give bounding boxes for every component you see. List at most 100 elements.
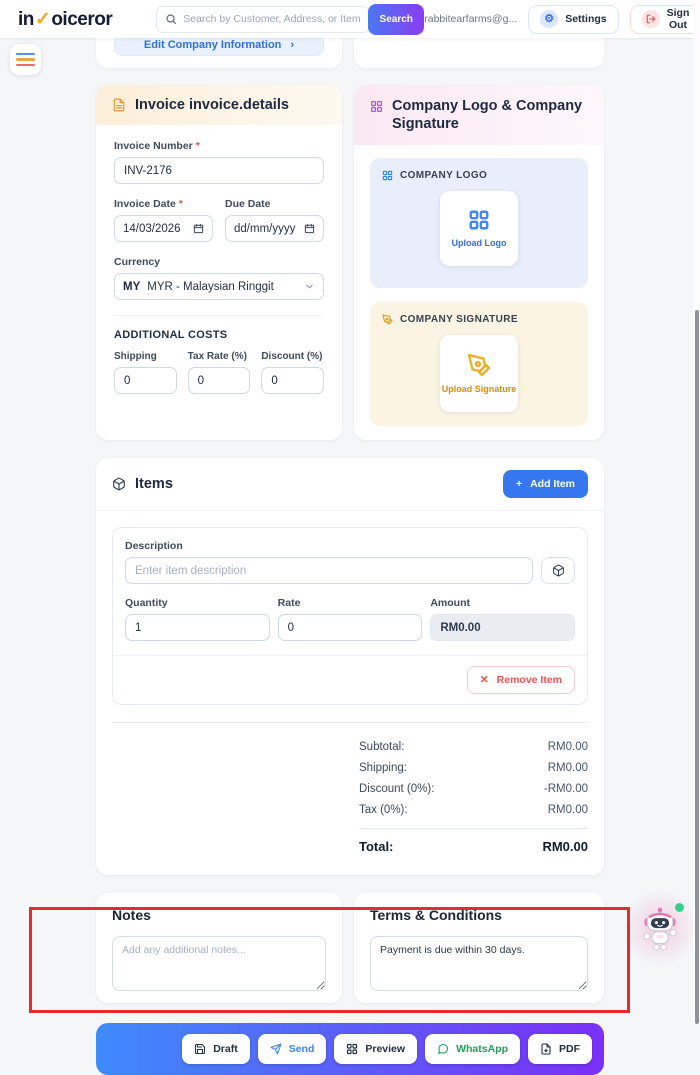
remove-item-label: Remove Item: [496, 674, 562, 687]
invoice-details-header: Invoice invoice.details: [96, 85, 342, 125]
shipping-input[interactable]: [114, 367, 177, 394]
grid-icon: [382, 170, 393, 181]
description-input[interactable]: [125, 557, 533, 585]
upload-logo-dropzone[interactable]: Upload Logo: [440, 191, 518, 267]
date-row: Invoice Date * 14/03/2026 Due Date dd/mm…: [114, 198, 324, 242]
invoice-details-title: Invoice invoice.details: [135, 97, 289, 113]
grand-total-row: Total: RM0.00: [359, 828, 588, 859]
due-date-input[interactable]: dd/mm/yyyy: [225, 215, 324, 242]
tax-rate-label: Tax Rate (%): [187, 351, 247, 362]
notes-textarea[interactable]: [112, 935, 326, 991]
main-content: Edit Company Information › Invoice invoi…: [96, 34, 604, 1075]
remove-item-button[interactable]: ✕ Remove Item: [466, 666, 575, 695]
scrollbar-track[interactable]: [693, 0, 700, 1024]
pen-nib-icon: [467, 353, 491, 377]
branding-body: COMPANY LOGO Upload Logo COMPANY: [354, 145, 604, 440]
upload-signature-dropzone[interactable]: Upload Signature: [440, 335, 518, 413]
discount-field: Discount (%): [261, 351, 324, 394]
subtotal-label: Subtotal:: [359, 740, 405, 753]
quantity-label: Quantity: [125, 597, 168, 610]
whatsapp-icon: [438, 1043, 449, 1054]
invoice-date-field: Invoice Date * 14/03/2026: [114, 198, 213, 242]
customer-card-partial: [354, 38, 604, 68]
invoice-number-label: Invoice Number *: [114, 140, 200, 152]
logo-text-prefix: in: [18, 8, 34, 30]
settings-label: Settings: [565, 13, 607, 25]
invoice-details-card: Invoice invoice.details Invoice Number *…: [96, 85, 342, 441]
signout-button[interactable]: Sign Out: [629, 4, 700, 34]
details-row: Invoice invoice.details Invoice Number *…: [96, 85, 604, 441]
description-row: [125, 557, 575, 585]
currency-select[interactable]: MY MYR - Malaysian Ringgit: [114, 273, 324, 300]
grand-total-value: RM0.00: [542, 839, 588, 855]
discount-total-value: -RM0.00: [543, 782, 588, 795]
rate-input[interactable]: [277, 614, 423, 642]
tax-rate-input[interactable]: [187, 367, 251, 394]
search-bar: Search: [156, 3, 425, 35]
chevron-right-icon: ›: [290, 39, 295, 51]
company-info-card-partial: Edit Company Information ›: [96, 34, 342, 68]
item-catalog-button[interactable]: [541, 557, 575, 585]
send-button[interactable]: Send: [257, 1033, 327, 1064]
terms-textarea[interactable]: Payment is due within 30 days.: [370, 935, 588, 991]
shipping-row: Shipping: RM0.00: [359, 757, 588, 778]
quantity-rate-amount-row: Quantity Rate Amount: [125, 597, 575, 642]
search-button[interactable]: Search: [368, 3, 425, 35]
notes-terms-row: Notes Terms & Conditions Payment is due …: [96, 892, 604, 1003]
hamburger-line: [16, 58, 35, 61]
save-icon: [195, 1043, 206, 1054]
settings-button[interactable]: ⚙ Settings: [528, 4, 619, 34]
item-row: Description Quantity Rate: [112, 527, 588, 706]
menu-hamburger-button[interactable]: [10, 44, 41, 75]
notes-card: Notes: [96, 892, 342, 1003]
invoice-number-input[interactable]: [114, 157, 324, 184]
calendar-icon[interactable]: [304, 223, 315, 234]
totals-divider: [112, 722, 588, 724]
discount-label: Discount (%): [261, 351, 323, 362]
items-title: Items: [135, 476, 173, 493]
section-divider: [114, 315, 324, 316]
remove-row: ✕ Remove Item: [125, 656, 575, 695]
company-signature-label-row: COMPANY SIGNATURE: [382, 314, 576, 325]
items-body: Description Quantity Rate: [96, 511, 604, 875]
whatsapp-button[interactable]: WhatsApp: [425, 1033, 520, 1064]
amount-readonly: [430, 614, 575, 642]
items-header: Items + Add Item: [96, 458, 604, 512]
grid-icon: [370, 100, 383, 113]
send-label: Send: [288, 1042, 315, 1055]
whatsapp-label: WhatsApp: [456, 1042, 508, 1055]
calendar-icon[interactable]: [193, 223, 204, 234]
preview-button[interactable]: Preview: [334, 1033, 418, 1064]
currency-name: MYR - Malaysian Ringgit: [147, 280, 274, 293]
tax-total-value: RM0.00: [547, 803, 588, 816]
cube-icon: [552, 564, 564, 577]
grand-total-label: Total:: [359, 839, 394, 855]
draft-button[interactable]: Draft: [182, 1033, 250, 1064]
search-input-wrap[interactable]: [156, 5, 371, 33]
tax-row: Tax (0%): RM0.00: [359, 799, 588, 820]
company-logo-panel: COMPANY LOGO Upload Logo: [370, 158, 588, 289]
scrollbar-thumb[interactable]: [695, 310, 699, 1024]
preview-label: Preview: [365, 1042, 406, 1055]
required-asterisk: *: [178, 198, 183, 210]
signout-icon: [641, 10, 660, 28]
signout-label: Sign Out: [666, 7, 690, 31]
invoice-date-input[interactable]: 14/03/2026: [114, 215, 213, 242]
currency-field: Currency MY MYR - Malaysian Ringgit: [114, 256, 324, 300]
chatbot-mascot-launcher[interactable]: [624, 888, 696, 968]
quantity-input[interactable]: [125, 614, 270, 642]
amount-label: Amount: [430, 597, 470, 610]
quantity-field: Quantity: [125, 597, 270, 642]
search-input[interactable]: [183, 13, 362, 25]
upload-logo-label: Upload Logo: [451, 238, 507, 249]
discount-input[interactable]: [261, 367, 324, 394]
due-date-label: Due Date: [225, 198, 271, 210]
pdf-label: PDF: [559, 1042, 580, 1055]
grid-icon: [468, 209, 490, 231]
invoice-date-label: Invoice Date *: [114, 198, 183, 210]
pen-nib-icon: [382, 314, 393, 325]
cube-icon: [112, 477, 126, 491]
pdf-button[interactable]: PDF: [528, 1033, 592, 1064]
add-item-button[interactable]: + Add Item: [502, 470, 588, 499]
description-label: Description: [125, 540, 183, 553]
